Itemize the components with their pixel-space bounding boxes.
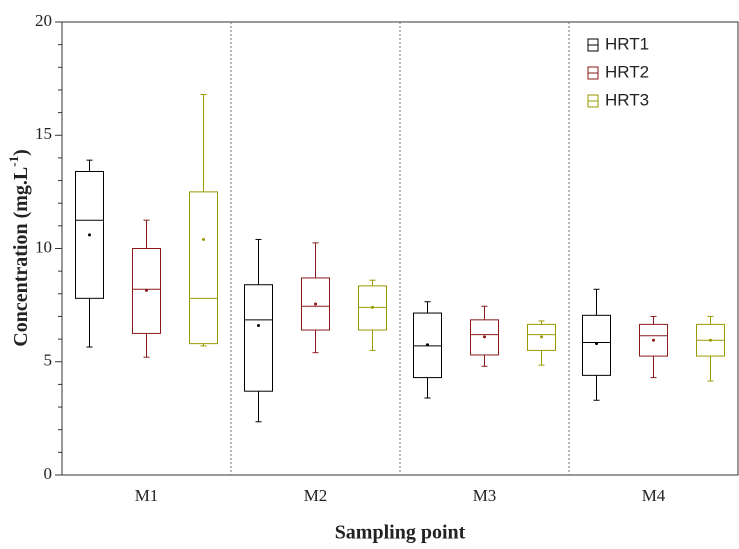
y-axis-title-end: ) bbox=[10, 149, 32, 156]
mean bbox=[371, 305, 374, 309]
mean bbox=[257, 324, 260, 328]
box bbox=[244, 284, 273, 392]
y-tick-label: 20 bbox=[35, 11, 52, 30]
box bbox=[189, 191, 218, 345]
x-tick-label: M1 bbox=[135, 486, 159, 505]
y-tick-label: 10 bbox=[35, 237, 52, 256]
x-axis-title: Sampling point bbox=[335, 522, 466, 544]
legend-label: HRT2 bbox=[605, 62, 649, 81]
y-tick-label: 5 bbox=[44, 351, 53, 370]
legend-label: HRT1 bbox=[605, 34, 649, 53]
mean bbox=[145, 288, 148, 292]
legend-label: HRT3 bbox=[605, 90, 649, 109]
y-axis-title: Concentration (mg.L-1) bbox=[6, 149, 32, 347]
y-axis-title-text: Concentration (mg.L bbox=[10, 167, 32, 347]
mean bbox=[540, 335, 543, 339]
mean bbox=[483, 335, 486, 339]
box bbox=[582, 314, 611, 376]
y-axis-title-sup: -1 bbox=[6, 156, 21, 167]
mean bbox=[709, 338, 712, 342]
x-tick-label: M3 bbox=[473, 486, 497, 505]
mean bbox=[426, 343, 429, 347]
mean bbox=[652, 338, 655, 342]
mean bbox=[202, 237, 205, 241]
mean bbox=[88, 233, 91, 237]
y-tick-label: 0 bbox=[44, 464, 53, 483]
x-tick-label: M2 bbox=[304, 486, 328, 505]
y-tick-label: 15 bbox=[35, 124, 52, 143]
mean bbox=[314, 302, 317, 306]
x-tick-label: M4 bbox=[642, 486, 666, 505]
mean bbox=[595, 342, 598, 346]
